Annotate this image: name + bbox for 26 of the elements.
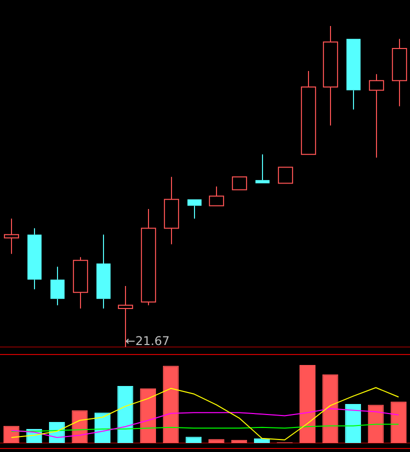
candlestick — [208, 186, 224, 206]
candlestick — [322, 26, 338, 126]
candlestick — [255, 154, 270, 184]
candlestick — [368, 74, 384, 158]
candlestick — [140, 208, 156, 306]
candlestick — [50, 266, 65, 306]
candlestick — [346, 38, 361, 110]
bar — [117, 386, 134, 443]
bar — [390, 402, 407, 443]
candlestick — [392, 38, 408, 107]
bar — [368, 404, 384, 443]
bar — [345, 404, 362, 443]
bar — [186, 436, 202, 443]
bar — [322, 374, 338, 443]
bar — [300, 365, 316, 443]
candlestick — [4, 218, 20, 254]
bar — [94, 412, 110, 443]
candlestick — [27, 228, 42, 290]
bar — [254, 438, 270, 443]
bar — [140, 388, 156, 443]
candlestick — [164, 176, 180, 245]
candlestick — [187, 199, 202, 220]
candlestick — [72, 256, 88, 309]
candlestick — [300, 70, 316, 155]
bar — [162, 366, 179, 443]
candlestick — [96, 234, 111, 309]
